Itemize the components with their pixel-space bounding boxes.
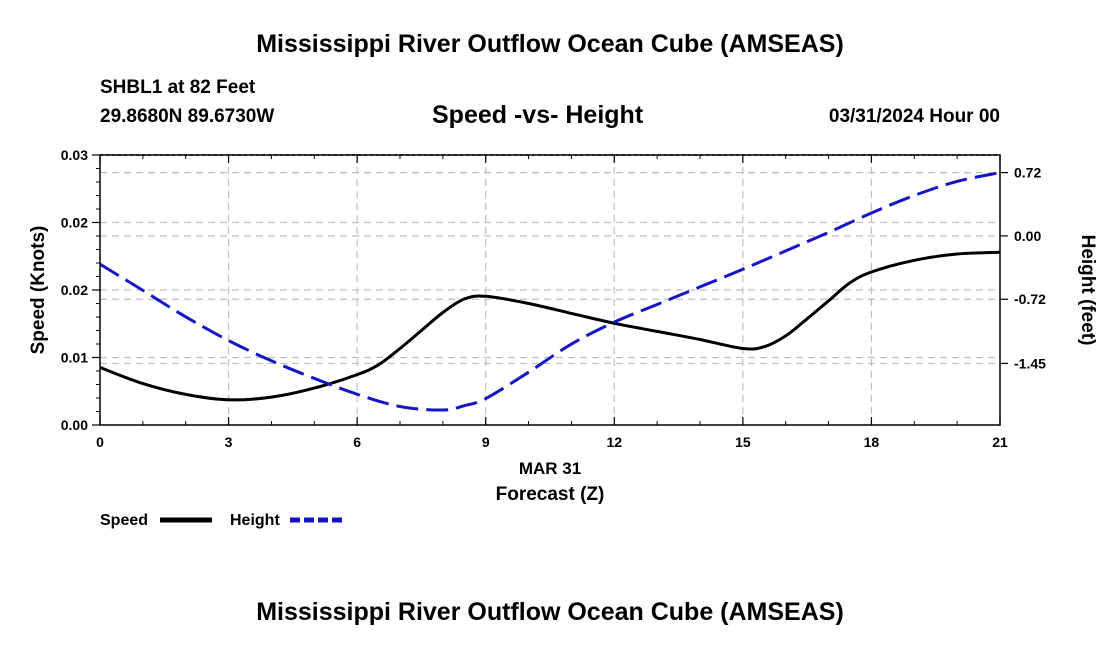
footer-title: Mississippi River Outflow Ocean Cube (AM… bbox=[256, 598, 844, 626]
coordinates-label: 29.8680N 89.6730W bbox=[100, 106, 275, 127]
y2-tick-label: -1.45 bbox=[1014, 355, 1046, 371]
grid-layer bbox=[100, 154, 1000, 425]
chart-title: Speed -vs- Height bbox=[432, 101, 644, 129]
x-tick-label: 21 bbox=[992, 434, 1008, 450]
main-title: Mississippi River Outflow Ocean Cube (AM… bbox=[256, 30, 844, 58]
y-tick-label: 0.00 bbox=[61, 417, 88, 433]
y-tick-label: 0.02 bbox=[61, 282, 88, 298]
y2-tick-label: 0.00 bbox=[1014, 228, 1041, 244]
x-tick-label: 3 bbox=[225, 434, 233, 450]
speed-height-chart: 0 3 6 9 12 15 18 21 0.00 0.01 0.02 0.02 0.03 -1.45 -0.… bbox=[28, 147, 1098, 529]
x-tick-label: 18 bbox=[864, 434, 880, 450]
forecast-datetime: 03/31/2024 Hour 00 bbox=[828, 106, 1000, 127]
x-tick-label: 12 bbox=[606, 434, 622, 450]
x-tick-label: 9 bbox=[482, 434, 490, 450]
y2-tick-label: -0.72 bbox=[1014, 291, 1046, 307]
station-label: SHBL1 at 82 Feet bbox=[100, 77, 256, 98]
x-axis-label: Forecast (Z) bbox=[496, 484, 605, 505]
x-axis-date-label: MAR 31 bbox=[519, 459, 581, 478]
y2-tick-label: 0.72 bbox=[1014, 165, 1041, 181]
y-tick-label: 0.03 bbox=[61, 147, 88, 163]
legend: Speed Height bbox=[100, 512, 342, 529]
height-series-line bbox=[99, 171, 1001, 412]
axis-layer: 0 3 6 9 12 15 18 21 0.00 0.01 0.02 0.02 0.03 -1.45 -0.… bbox=[61, 147, 1046, 450]
series-layer bbox=[99, 171, 1001, 412]
x-tick-label: 15 bbox=[735, 434, 751, 450]
legend-height-label: Height bbox=[230, 512, 280, 529]
y-axis-label: Speed (Knots) bbox=[28, 226, 49, 355]
x-tick-label: 6 bbox=[353, 434, 361, 450]
y-tick-label: 0.02 bbox=[61, 215, 88, 231]
x-tick-label: 0 bbox=[96, 434, 104, 450]
y-tick-label: 0.01 bbox=[61, 350, 88, 366]
legend-speed-label: Speed bbox=[100, 512, 148, 529]
y2-axis-label: Height (feet) bbox=[1077, 235, 1098, 346]
speed-series-line bbox=[99, 250, 1001, 402]
